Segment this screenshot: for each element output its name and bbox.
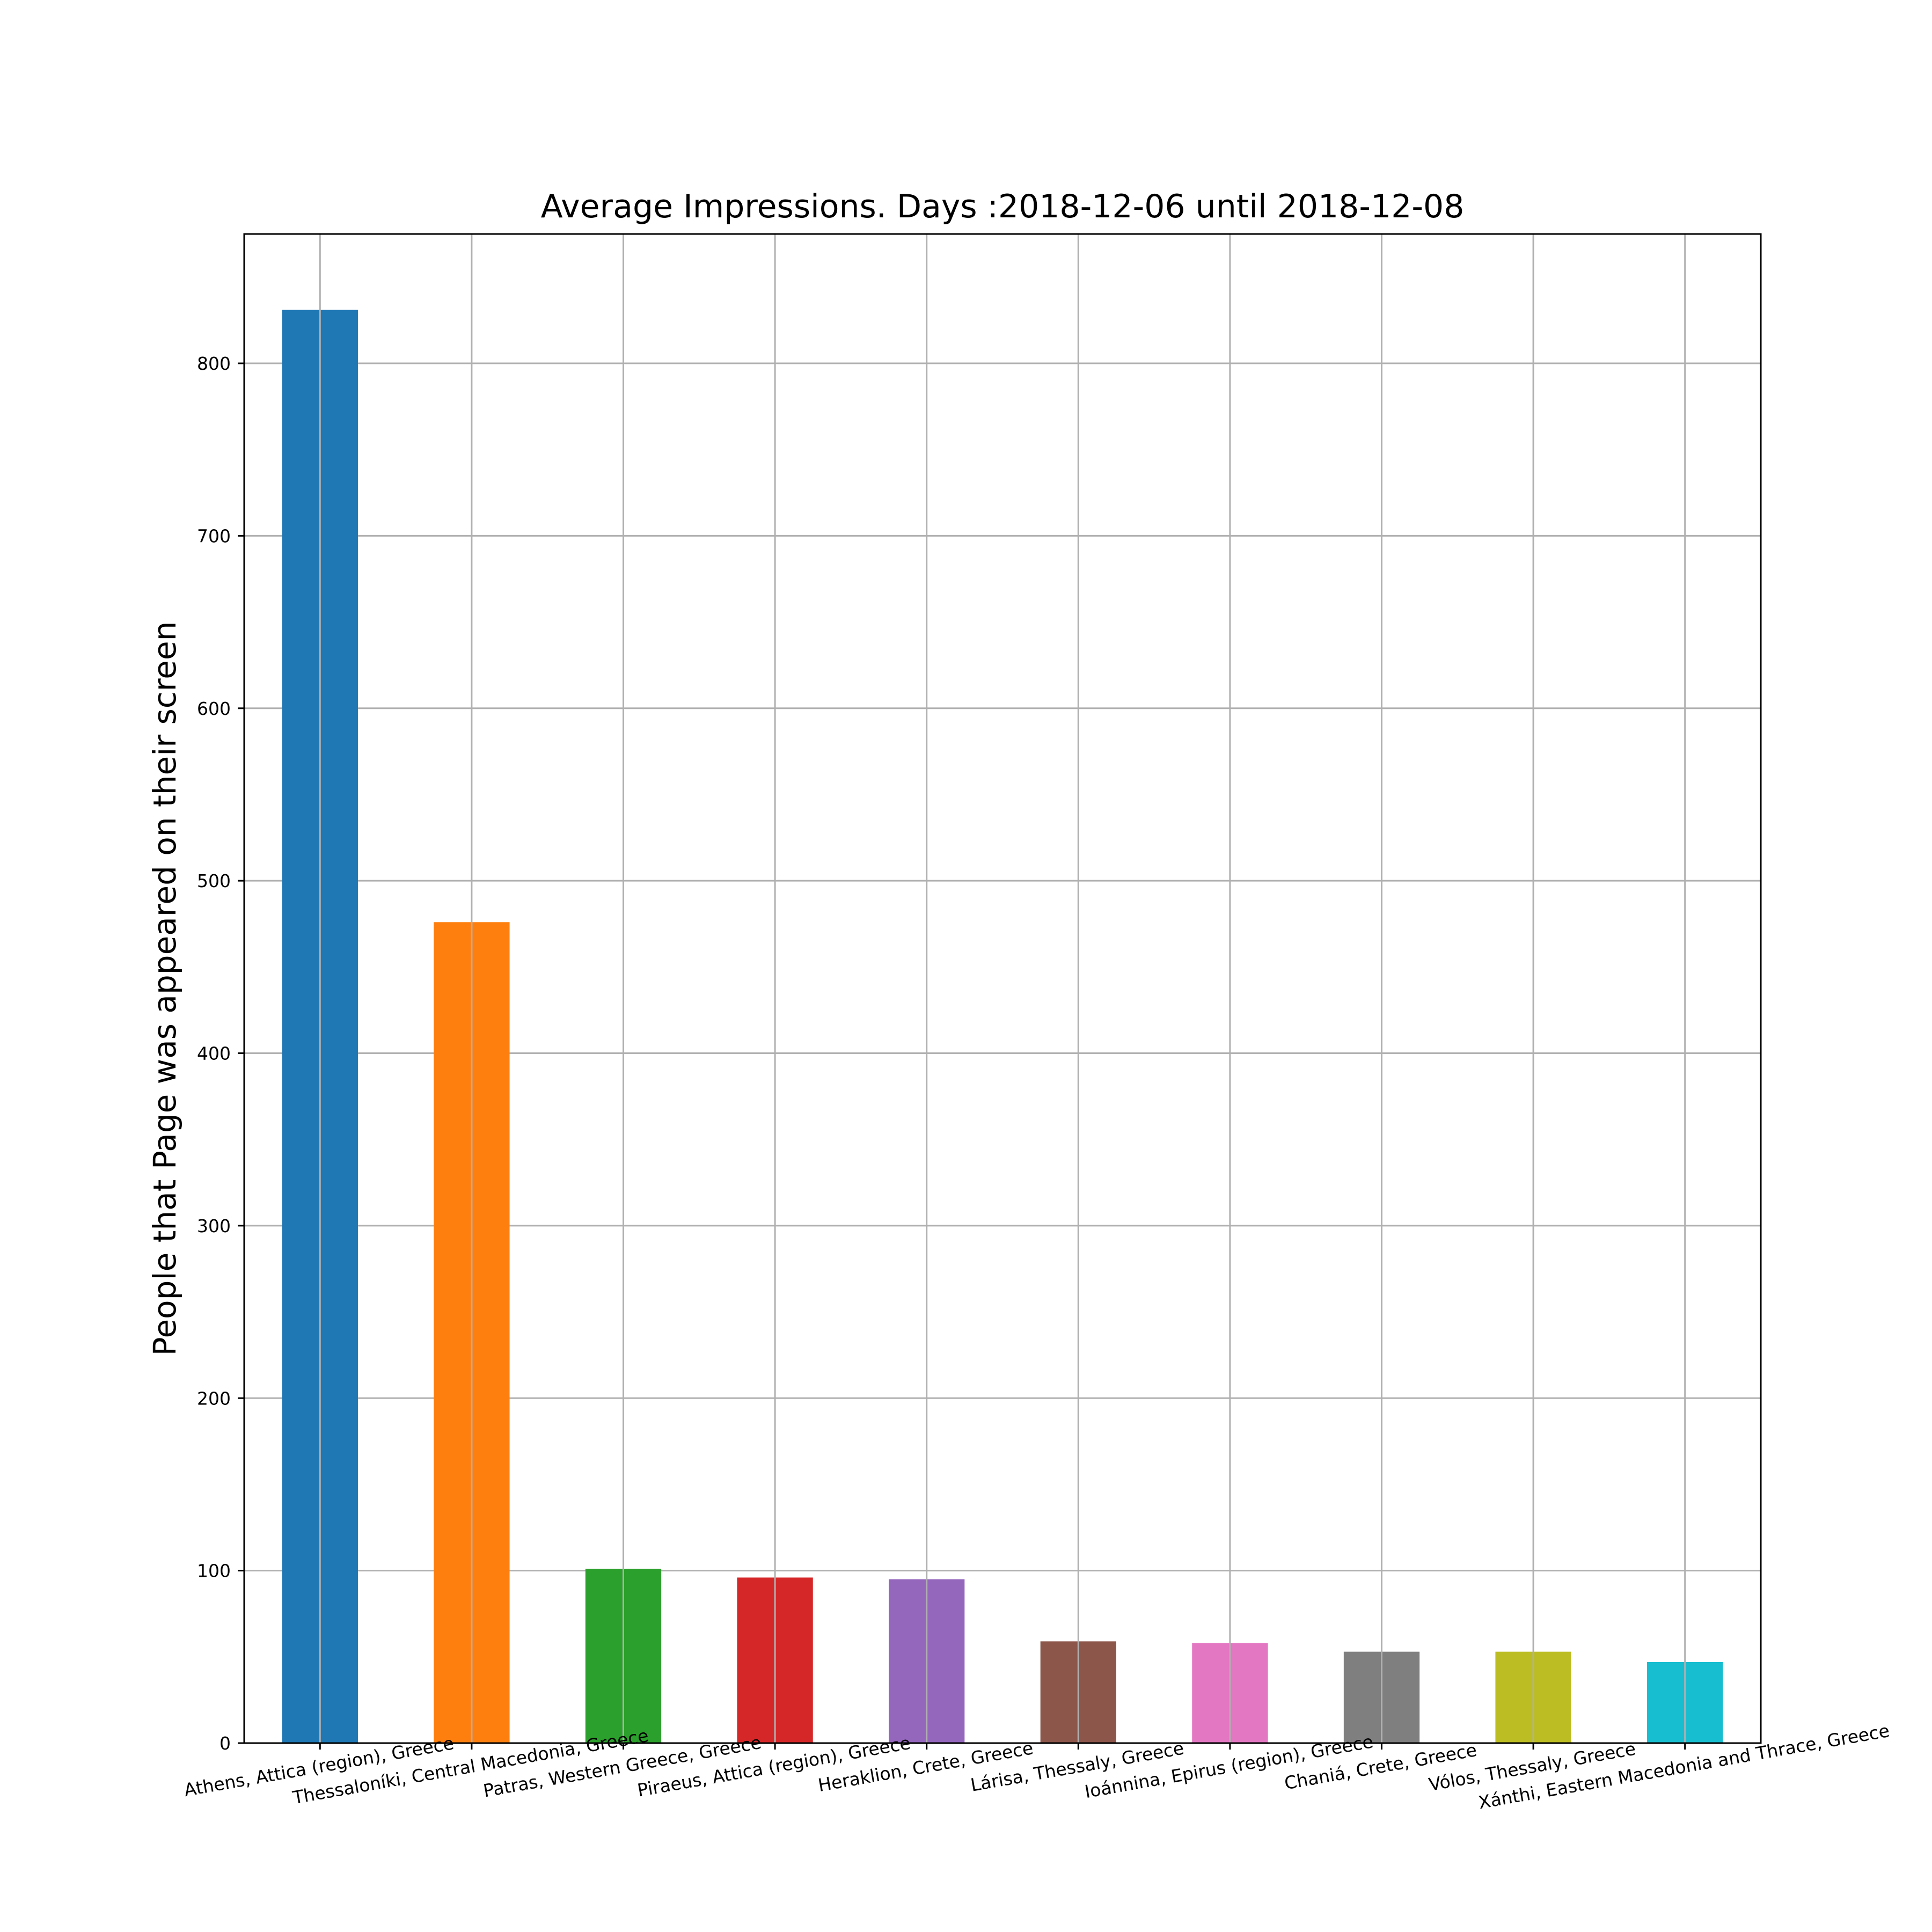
y-tick-label: 600 [197, 698, 231, 719]
y-tick-label: 100 [197, 1561, 231, 1582]
plot-frame [243, 233, 1762, 1744]
y-tick-label: 500 [197, 870, 231, 891]
vertical-grid-lines [319, 234, 1686, 1743]
y-tick-label: 200 [197, 1388, 231, 1409]
y-axis-label: People that Page was appeared on their s… [147, 621, 183, 1356]
y-tick-label: 300 [197, 1216, 231, 1236]
bars [282, 310, 1723, 1744]
y-tick-label: 400 [197, 1043, 231, 1064]
chart-title: Average Impressions. Days :2018-12-06 un… [541, 188, 1465, 225]
y-tick-label: 800 [197, 353, 231, 374]
y-axis-ticks: 0 100 200 300 400 500 600 700 800 [197, 353, 244, 1754]
y-tick-label: 700 [197, 525, 231, 546]
y-tick-label: 0 [219, 1733, 231, 1754]
